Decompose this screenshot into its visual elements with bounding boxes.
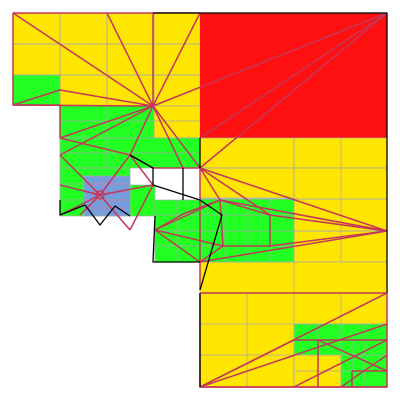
cell-coarse: [153, 43, 201, 76]
cell-coarse: [153, 12, 201, 45]
background-grid: [13, 13, 387, 387]
triangulation-mesh: [12, 12, 388, 388]
refinement-source-marker: [95, 190, 105, 200]
cell-coarse: [293, 230, 388, 263]
cell-coarse: [153, 105, 201, 139]
cell-refined: [154, 199, 201, 232]
domain-boundary: [59, 12, 388, 387]
cell-coarse: [12, 43, 61, 76]
cell-coarse: [293, 137, 388, 169]
cell-coarse: [59, 12, 108, 45]
cell-refined: [12, 74, 61, 106]
cell-coarse: [199, 137, 295, 169]
cell-coarse: [199, 261, 388, 294]
cell-coarse: [293, 167, 388, 200]
